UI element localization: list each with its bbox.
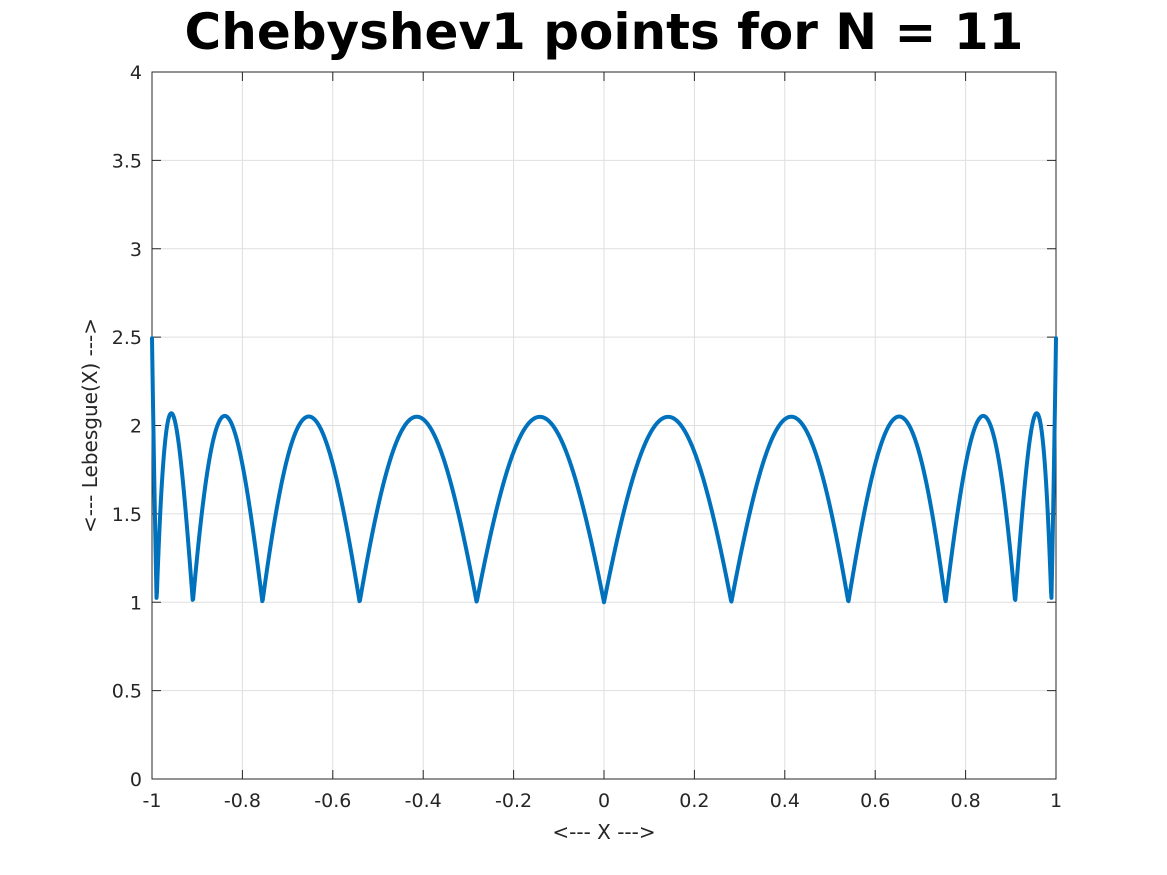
y-tick-label: 2.5: [112, 327, 142, 349]
x-tick-label: 0.8: [950, 790, 980, 812]
y-tick-label: 4: [130, 62, 142, 84]
x-tick-label: -0.4: [405, 790, 442, 812]
x-tick-label: -0.2: [495, 790, 532, 812]
x-tick-label: 1: [1050, 790, 1062, 812]
y-tick-label: 0: [130, 769, 142, 791]
chart-title: Chebyshev1 points for N = 11: [185, 3, 1024, 61]
y-axis-label: <--- Lebesgue(X) --->: [78, 318, 102, 533]
y-tick-label: 3.5: [112, 150, 142, 172]
y-tick-label: 2: [130, 416, 142, 438]
x-tick-label: -1: [143, 790, 162, 812]
grid-lines: [151, 71, 1057, 780]
y-tick-label: 3: [130, 239, 142, 261]
y-tick-label: 1.5: [112, 504, 142, 526]
x-axis-label: <--- X --->: [552, 820, 655, 844]
x-tick-label: 0.6: [860, 790, 890, 812]
axis-ticks: -1 -0.8 -0.6 -0.4 -0.2 0 0.2 0.4 0.6 0.8 1 0 0.5 1 1.5…: [112, 62, 1062, 812]
y-tick-label: 1: [130, 592, 142, 614]
y-tick-label: 0.5: [112, 681, 142, 703]
x-tick-label: 0.4: [770, 790, 800, 812]
x-tick-label: -0.8: [224, 790, 261, 812]
x-tick-label: 0.2: [679, 790, 709, 812]
lebesgue-curve: [150, 336, 1058, 605]
x-tick-label: -0.6: [314, 790, 351, 812]
x-tick-label: 0: [598, 790, 610, 812]
